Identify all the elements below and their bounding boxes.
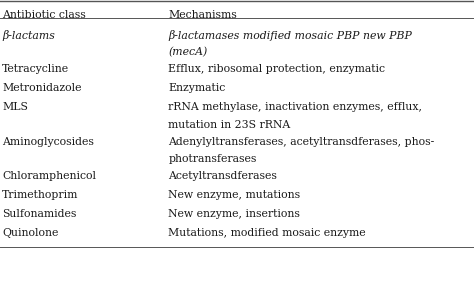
Text: (mecA): (mecA): [168, 47, 208, 58]
Text: New enzyme, insertions: New enzyme, insertions: [168, 209, 300, 219]
Text: Chloramphenicol: Chloramphenicol: [2, 171, 96, 181]
Text: Sulfonamides: Sulfonamides: [2, 209, 77, 219]
Text: Aminoglycosides: Aminoglycosides: [2, 137, 94, 147]
Text: photransferases: photransferases: [168, 154, 256, 164]
Text: Quinolone: Quinolone: [2, 228, 59, 238]
Text: Enzymatic: Enzymatic: [168, 83, 226, 93]
Text: Metronidazole: Metronidazole: [2, 83, 82, 93]
Text: Mechanisms: Mechanisms: [168, 10, 237, 20]
Text: Acetyltransdferases: Acetyltransdferases: [168, 171, 277, 181]
Text: Tetracycline: Tetracycline: [2, 64, 70, 74]
Text: Efflux, ribosomal protection, enzymatic: Efflux, ribosomal protection, enzymatic: [168, 64, 385, 74]
Text: rRNA methylase, inactivation enzymes, efflux,: rRNA methylase, inactivation enzymes, ef…: [168, 102, 422, 112]
Text: mutation in 23S rRNA: mutation in 23S rRNA: [168, 120, 291, 129]
Text: β-lactamases modified mosaic PBP new PBP: β-lactamases modified mosaic PBP new PBP: [168, 30, 412, 41]
Text: β-lactams: β-lactams: [2, 30, 55, 41]
Text: Antibiotic class: Antibiotic class: [2, 10, 86, 20]
Text: Adenylyltransferases, acetyltransdferases, phos-: Adenylyltransferases, acetyltransdferase…: [168, 137, 435, 147]
Text: New enzyme, mutations: New enzyme, mutations: [168, 190, 301, 200]
Text: MLS: MLS: [2, 102, 28, 112]
Text: Mutations, modified mosaic enzyme: Mutations, modified mosaic enzyme: [168, 228, 366, 238]
Text: Trimethoprim: Trimethoprim: [2, 190, 79, 200]
